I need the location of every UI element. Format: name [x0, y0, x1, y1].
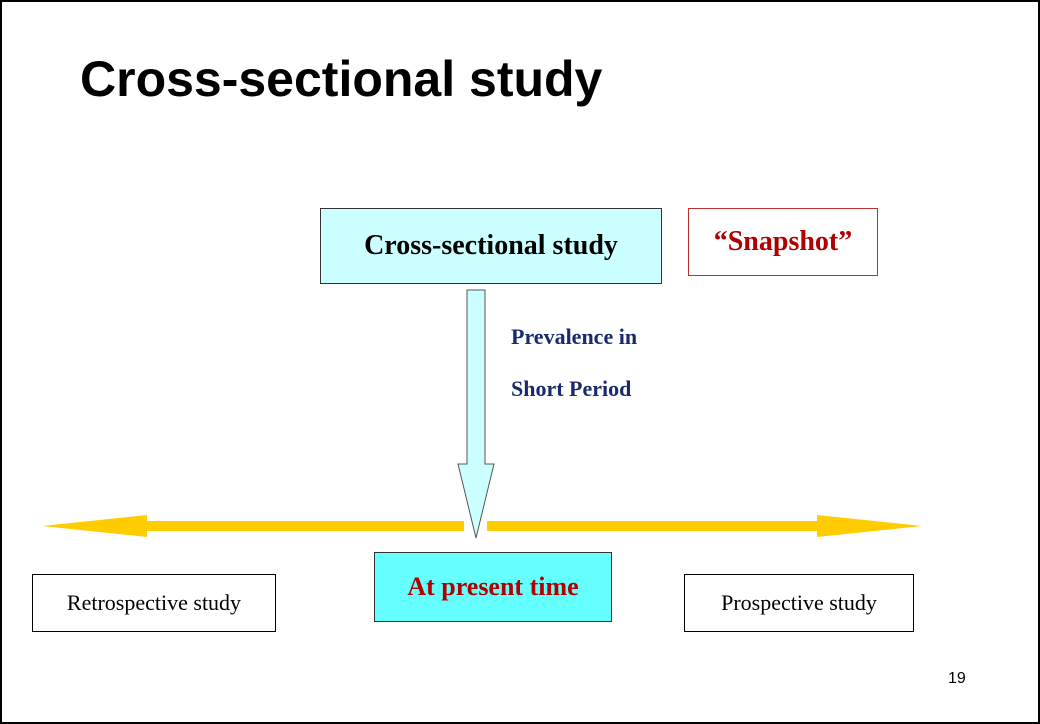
retrospective-box: Retrospective study — [32, 574, 276, 632]
slide-title: Cross-sectional study — [80, 51, 603, 107]
prospective-box: Prospective study — [684, 574, 914, 632]
arrow-label-line2: Short Period — [511, 376, 632, 401]
present-time-box: At present time — [374, 552, 612, 622]
down-arrow — [457, 289, 495, 539]
timeline-left-arrow — [42, 515, 464, 537]
cross-sectional-box: Cross-sectional study — [320, 208, 662, 284]
page-number: 19 — [948, 670, 966, 687]
snapshot-box: “Snapshot” — [688, 208, 878, 276]
arrow-label-line1: Prevalence in — [511, 324, 638, 349]
timeline-right-arrow — [487, 515, 922, 537]
